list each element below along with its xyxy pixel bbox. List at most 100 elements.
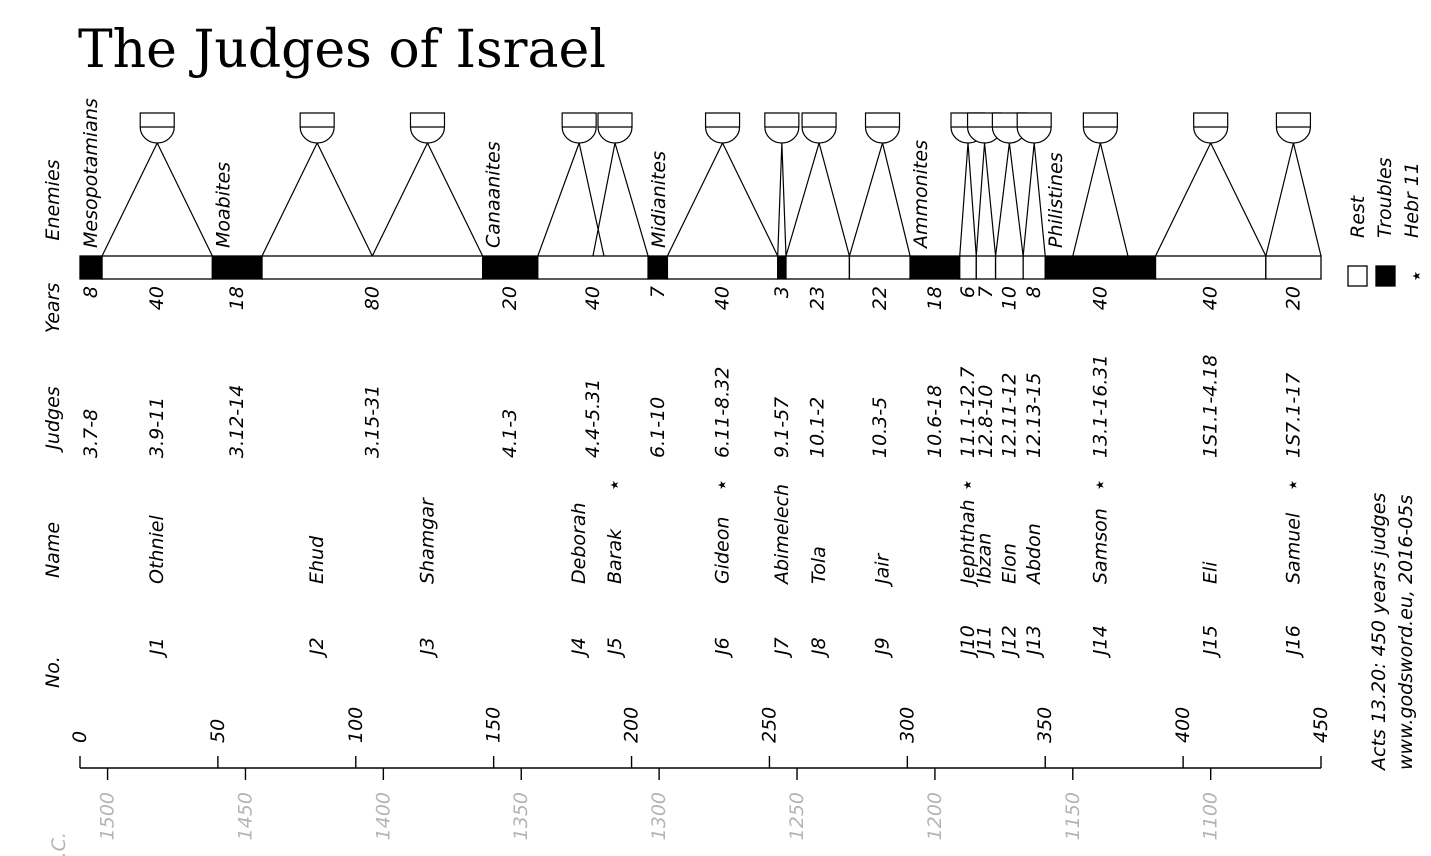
judges-reference-labels: 3.7-8 3.9-11 3.12-14 3.15-31 4.1-3 4.4-5.31 6.… [80,354,1304,458]
period-years-label: 20 [1282,286,1304,310]
judge-cap [764,112,800,144]
judge-triangle [592,142,649,257]
judge-cap [864,112,901,144]
bc-tick-label: 1250 [786,792,808,840]
period-bar-trouble [909,255,961,280]
bc-tick-label: 1400 [372,792,394,840]
legend-hebr-symbol: ⋆ [1405,269,1430,283]
judge-triangles [101,112,1322,257]
row-label-no: No. [42,656,64,688]
judge-name: Ibzan [974,533,996,584]
period-years-label: 40 [712,286,734,310]
bc-tick-label: 1450 [234,792,256,840]
period-reference-label: 11.1-12.7 [957,367,979,458]
judge-triangle [537,140,605,257]
note-line-1: Acts 13.20: 450 years judges [1368,493,1390,772]
axis-tick-label: 200 [621,707,643,743]
period-reference-label: 9.1-57 [771,397,793,458]
judge-name: Gideon [712,517,734,584]
judge-name: Samuel [1282,512,1304,584]
period-bar-rest [101,255,214,280]
period-bar-trouble [481,255,539,280]
period-years-label: 40 [582,286,604,310]
enemy-label: Ammonites [910,140,932,250]
hebr-star-icon: ⋆ [1281,478,1306,492]
judge-name: Deborah [568,502,590,584]
judge-cap [1016,112,1052,144]
judge-triangle [1072,142,1129,257]
axis-tick-label: 0 [69,731,91,743]
period-bar-trouble [211,255,263,280]
period-reference-label: 3.12-14 [226,385,248,458]
bc-tick-label: 1100 [1200,792,1222,840]
period-years-label: 22 [869,286,891,310]
judge-number: J15 [1200,625,1222,659]
period-reference-label: 10.6-18 [924,385,946,458]
judge-cap [299,112,335,144]
hebr-star-icon: ⋆ [710,478,735,492]
judge-number: J8 [808,637,830,659]
period-reference-label: 12.13-15 [1023,373,1045,458]
period-bar-trouble [79,255,103,280]
legend-troubles-swatch [1375,265,1396,287]
period-bar-rest [1154,255,1267,280]
enemy-label: Moabites [212,162,234,248]
judge-cap [1193,112,1229,144]
bc-tick-label: 1350 [510,792,532,840]
period-reference-label: 4.1-3 [499,409,521,458]
judge-name: Shamgar [416,497,438,584]
period-reference-label: 3.7-8 [80,409,102,458]
period-years-label: 7 [975,286,997,298]
judge-name: Abimelech [771,484,793,586]
source-note: Acts 13.20: 450 years judges www.godswor… [1368,493,1417,772]
legend-hebr-label: Hebr 11 [1401,162,1423,238]
judge-triangle [777,142,787,257]
period-years-label: 18 [924,286,946,310]
legend-troubles-label: Troubles [1374,157,1396,238]
period-reference-label: 10.3-5 [869,397,891,458]
period-years-label: 20 [499,286,521,310]
period-years-label: 40 [1200,286,1222,310]
judge-number: J6 [712,637,734,659]
period-reference-label: 1S7.1-17 [1282,373,1304,458]
axis-tick-label: 250 [758,707,780,743]
enemy-label: Midianites [648,151,670,248]
hebr-star-icon: ⋆ [1088,478,1113,492]
period-years-label: 80 [361,286,383,310]
row-label-judges: Judges [42,386,64,453]
judge-number: J7 [771,637,793,659]
period-bar-trouble [647,255,669,280]
judge-triangle [975,142,997,257]
judge-name: Jephthah [957,499,979,588]
judge-number: J14 [1089,625,1111,659]
judge-triangle [261,141,373,257]
judge-triangle [1154,141,1267,257]
enemy-labels: Mesopotamians Moabites Canaanites Midianite… [80,98,1067,250]
period-bar-rest [261,255,484,280]
bc-axis: B.C. 1500 1450 1400 1350 1300 1250 1200 1150 110… [48,768,1222,856]
period-years-label: 8 [1023,286,1045,298]
axis-tick-label: 400 [1172,707,1194,743]
judge-name: Abdon [1023,523,1045,586]
period-reference-label: 3.15-31 [361,385,383,458]
period-reference-label: 12.11-12 [998,373,1020,458]
judge-names: Othniel Ehud Shamgar Deborah Barak ⋆ Gideon ⋆ Ab… [146,478,1306,588]
judge-triangle [994,142,1024,257]
note-line-2: www.godsword.eu, 2016-05s [1395,495,1417,770]
judge-cap [597,112,633,144]
period-reference-label: 10.1-2 [807,397,829,458]
legend-rest-swatch [1347,265,1368,287]
judge-cap [704,112,741,144]
period-years-label: 8 [80,286,102,298]
period-reference-label: 6.1-10 [647,397,669,458]
period-years-label: 18 [226,286,248,310]
judge-cap [139,112,175,144]
hebr-star-icon: ⋆ [956,478,981,492]
judge-number: J3 [416,637,438,659]
period-bar-rest [959,255,977,280]
page-title: The Judges of Israel [78,20,606,80]
judge-number: J9 [872,637,894,659]
judge-number: J5 [604,637,626,659]
judge-number: J16 [1282,625,1304,659]
